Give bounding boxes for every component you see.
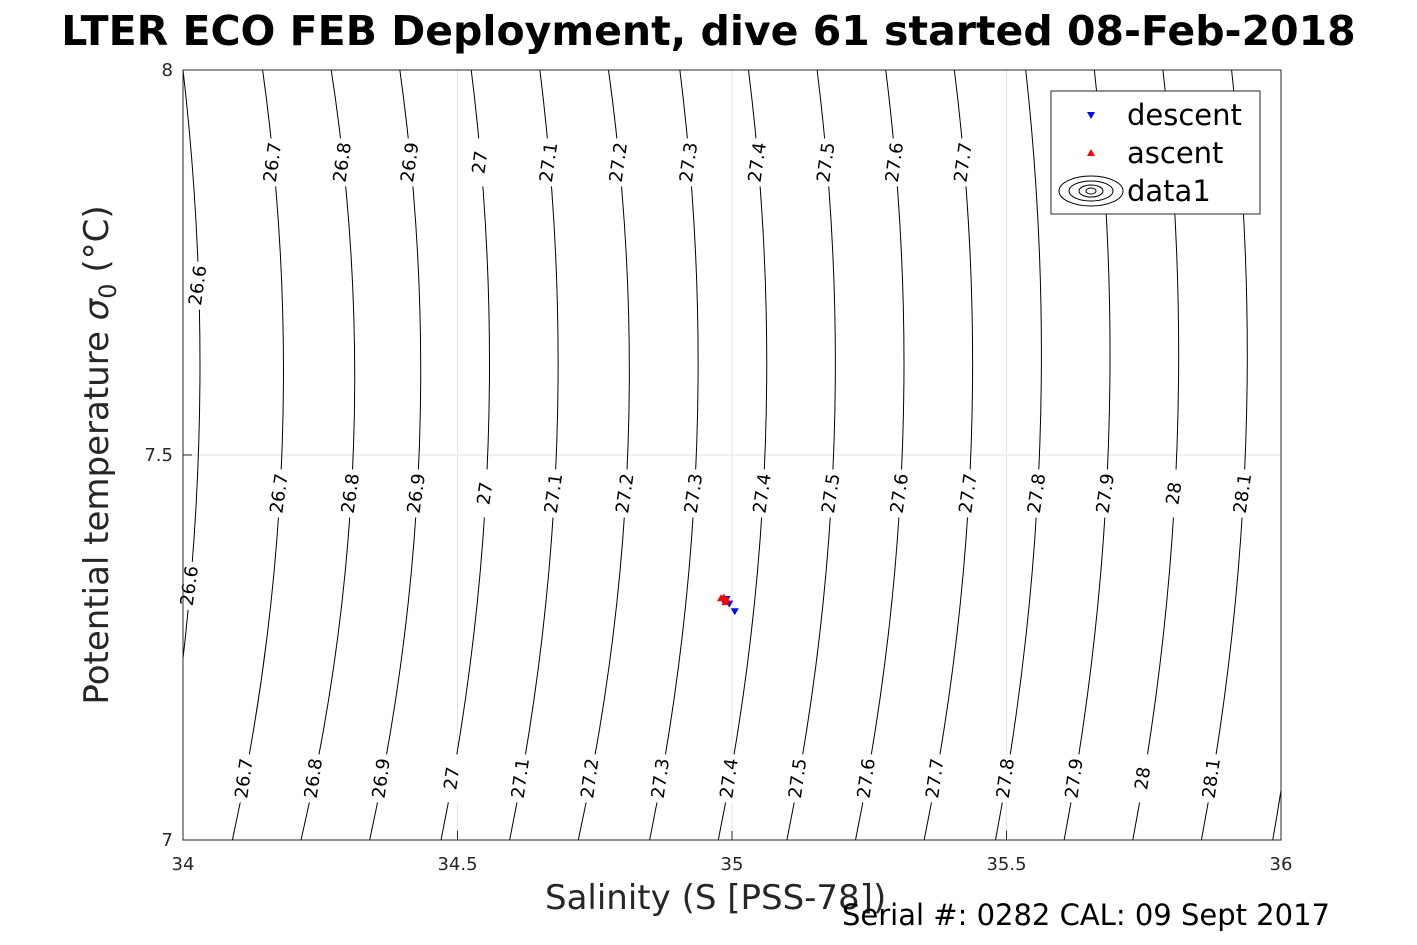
- x-tick-label: 36: [1270, 854, 1293, 875]
- contour-label-bg: [262, 138, 285, 187]
- contour-label-bg: [752, 469, 775, 518]
- data-points: [717, 593, 739, 616]
- contour-label-bg: [718, 754, 741, 803]
- x-tick-label: 34.5: [437, 854, 477, 875]
- x-tick-label: 35.5: [986, 854, 1026, 875]
- contour-label-bg: [233, 754, 256, 803]
- legend-label-ascent: ascent: [1127, 136, 1223, 170]
- contour-label-bg: [187, 261, 210, 310]
- contour-label-bg: [614, 469, 637, 518]
- contour-label-bg: [957, 469, 980, 518]
- contour-label-bg: [340, 469, 363, 518]
- contour-label: 27: [473, 481, 497, 507]
- contour-label-bg: [268, 469, 291, 518]
- contour-label-bg: [179, 561, 202, 610]
- contour-label-bg: [787, 754, 810, 803]
- legend-data1-contour-icon: [1058, 175, 1124, 207]
- x-axis-label: Salinity (S [PSS-78]): [545, 878, 887, 918]
- contour-label-bg: [856, 754, 879, 803]
- contour-label-bg: [579, 754, 602, 803]
- legend-box: [1050, 90, 1261, 215]
- contour-label: 27: [440, 766, 464, 792]
- contour-label-bg: [441, 754, 464, 803]
- x-tick-label: 35: [721, 854, 744, 875]
- contour-label-bg: [747, 138, 770, 187]
- contour-label-bg: [469, 138, 492, 187]
- contour-label-bg: [303, 754, 326, 803]
- contour-labels: 26.7 26.8 26.9 27 27.1 27.2 27.3 27.4 27.5 27.6 27…: [177, 138, 1256, 803]
- contour-label-bg: [399, 138, 422, 187]
- contour-label-bg: [510, 754, 533, 803]
- contour-label-bg: [650, 754, 673, 803]
- legend-label-descent: descent: [1127, 98, 1242, 132]
- y-tick-label: 8: [162, 60, 173, 81]
- contour-label-bg: [406, 469, 429, 518]
- legend-data1-contour-icon: [1085, 187, 1097, 195]
- contour-label-bg: [820, 469, 843, 518]
- serial-cal-footer: Serial #: 0282 CAL: 09 Sept 2017: [842, 898, 1330, 932]
- y-tick-label: 7: [162, 830, 173, 851]
- contour-label: 27: [468, 150, 492, 176]
- y-tick-label: 7.5: [144, 445, 173, 466]
- contour-label-bg: [1232, 469, 1255, 518]
- legend-data1-contour-icon: [1078, 184, 1104, 198]
- legend-descent-marker: [1087, 112, 1095, 119]
- contour-label-bg: [1132, 754, 1155, 803]
- contour-label-bg: [543, 469, 566, 518]
- contour-label-bg: [884, 138, 907, 187]
- chart-title: LTER ECO FEB Deployment, dive 61 started…: [61, 7, 1356, 55]
- descent-point: [730, 608, 739, 616]
- legend: descent ascent data1: [1050, 90, 1261, 215]
- legend-label-data1: data1: [1127, 174, 1211, 208]
- contour-label-bg: [889, 469, 912, 518]
- contour-label-bg: [678, 138, 701, 187]
- contour-label-bg: [953, 138, 976, 187]
- contour-label-bg: [995, 754, 1018, 803]
- contour-label-bg: [683, 469, 706, 518]
- ascent-point: [721, 598, 730, 606]
- contour-label-bg: [1201, 754, 1224, 803]
- axis-ticks: 34 34.5 35 35.5 36 7 7.5 8: [144, 60, 1292, 875]
- x-tick-label: 34: [172, 854, 195, 875]
- legend-ascent-marker: [1087, 149, 1095, 156]
- contour-label-bg: [924, 754, 947, 803]
- contour-label-bg: [474, 469, 497, 518]
- isopycnal-line: [995, 70, 1042, 840]
- ascent-point: [717, 594, 726, 602]
- contour-label-bg: [1163, 469, 1186, 518]
- isopycnal-line: [183, 70, 201, 663]
- contour-label-bg: [1095, 469, 1118, 518]
- contour-label-bg: [608, 138, 631, 187]
- contour-label-bg: [815, 138, 838, 187]
- contour-label-bg: [371, 754, 394, 803]
- contour-label-bg: [1064, 754, 1087, 803]
- contour-label: 28: [1162, 481, 1186, 507]
- contour-label: 28: [1131, 766, 1155, 792]
- contour-label-bg: [538, 138, 561, 187]
- contour-label-bg: [332, 138, 355, 187]
- y-axis-label: Potential temperature σ0 (°C): [77, 205, 122, 705]
- legend-data1-contour-icon: [1068, 180, 1114, 202]
- contour-label-bg: [1026, 469, 1049, 518]
